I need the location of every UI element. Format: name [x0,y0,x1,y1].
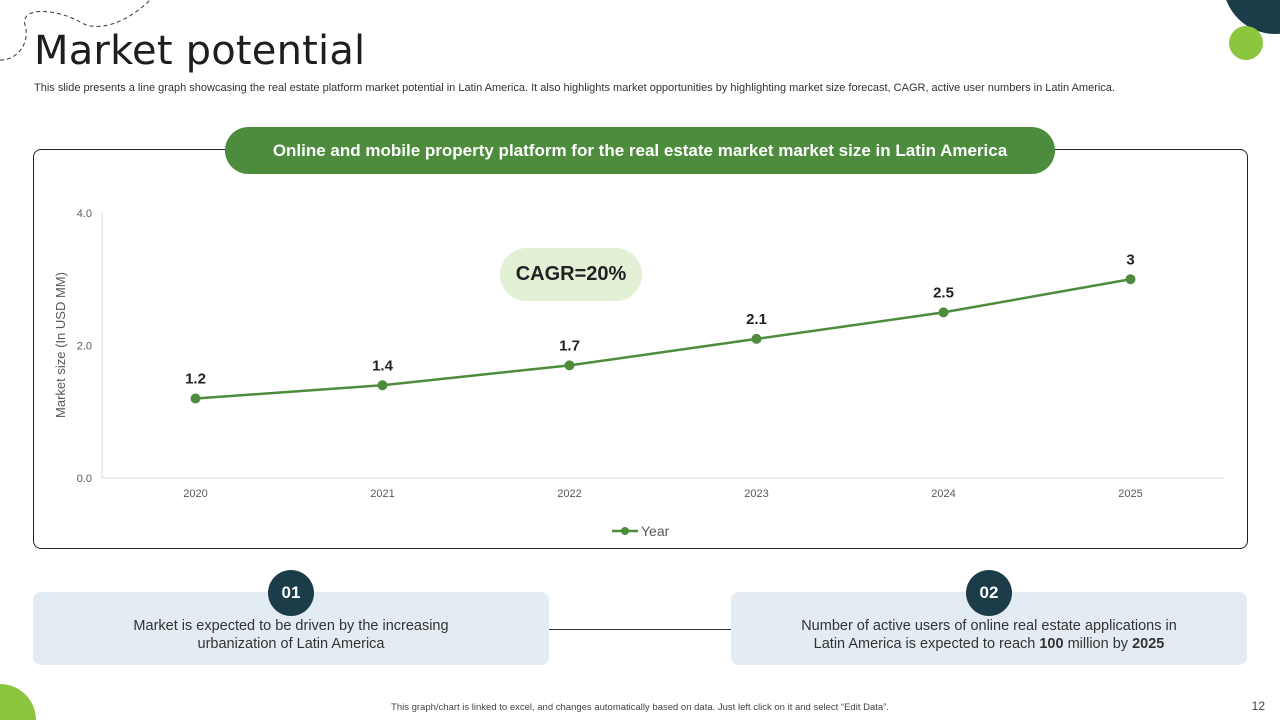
number-badge-1: 01 [268,570,314,616]
dashed-curve-decoration [0,0,151,61]
data-point[interactable] [190,393,201,404]
y-tick-label: 2.0 [77,341,92,353]
y-tick-label: 4.0 [77,208,92,220]
legend-marker [621,527,629,535]
info-text-2: Number of active users of online real es… [789,605,1189,653]
info-text-2-bold-year: 2025 [1132,635,1165,652]
data-label: 3 [1126,251,1134,268]
connector-line [549,629,732,630]
corner-dark-circle [1226,0,1280,34]
corner-green-dot [1229,26,1263,60]
y-axis-title: Market size (In USD MM) [53,272,68,418]
cagr-badge: CAGR=20% [500,248,642,301]
data-point[interactable] [1125,274,1136,285]
data-label: 1.7 [559,337,580,354]
page-subtitle: This slide presents a line graph showcas… [34,82,1115,94]
data-label: 1.4 [372,357,394,374]
data-point[interactable] [938,307,949,318]
x-tick-label: 2020 [183,488,207,500]
y-tick-label: 0.0 [77,473,92,485]
x-tick-label: 2021 [370,488,394,500]
corner-green-circle-bottom [0,684,36,720]
chart-frame [33,149,1248,549]
number-badge-2: 02 [966,570,1012,616]
footer-note: This graph/chart is linked to excel, and… [391,702,889,713]
legend: Year [612,523,670,539]
data-point[interactable] [377,380,388,391]
data-point[interactable] [751,333,762,344]
chart-title-banner: Online and mobile property platform for … [225,127,1055,174]
data-label: 2.1 [746,311,767,328]
data-label: 1.2 [185,371,206,388]
info-text-2-part1: Number of active users of online real es… [801,617,1177,652]
info-text-1: Market is expected to be driven by the i… [133,617,449,652]
x-tick-label: 2022 [557,488,581,500]
legend-label: Year [641,523,670,539]
series-line-year[interactable] [195,278,1131,400]
info-text-2-part2: million by [1063,635,1133,652]
page-title: Market potential [34,28,366,74]
data-label: 2.5 [933,284,954,301]
x-tick-label: 2023 [744,488,768,500]
x-tick-label: 2024 [931,488,955,500]
info-text-2-bold-users: 100 [1039,635,1064,652]
page-number: 12 [1251,699,1265,713]
x-tick-label: 2025 [1118,488,1142,500]
data-point[interactable] [564,360,575,371]
